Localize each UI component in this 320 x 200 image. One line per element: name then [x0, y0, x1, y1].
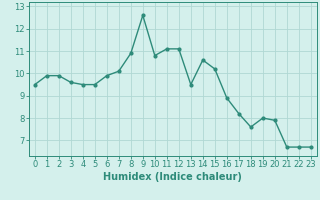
- X-axis label: Humidex (Indice chaleur): Humidex (Indice chaleur): [103, 172, 242, 182]
